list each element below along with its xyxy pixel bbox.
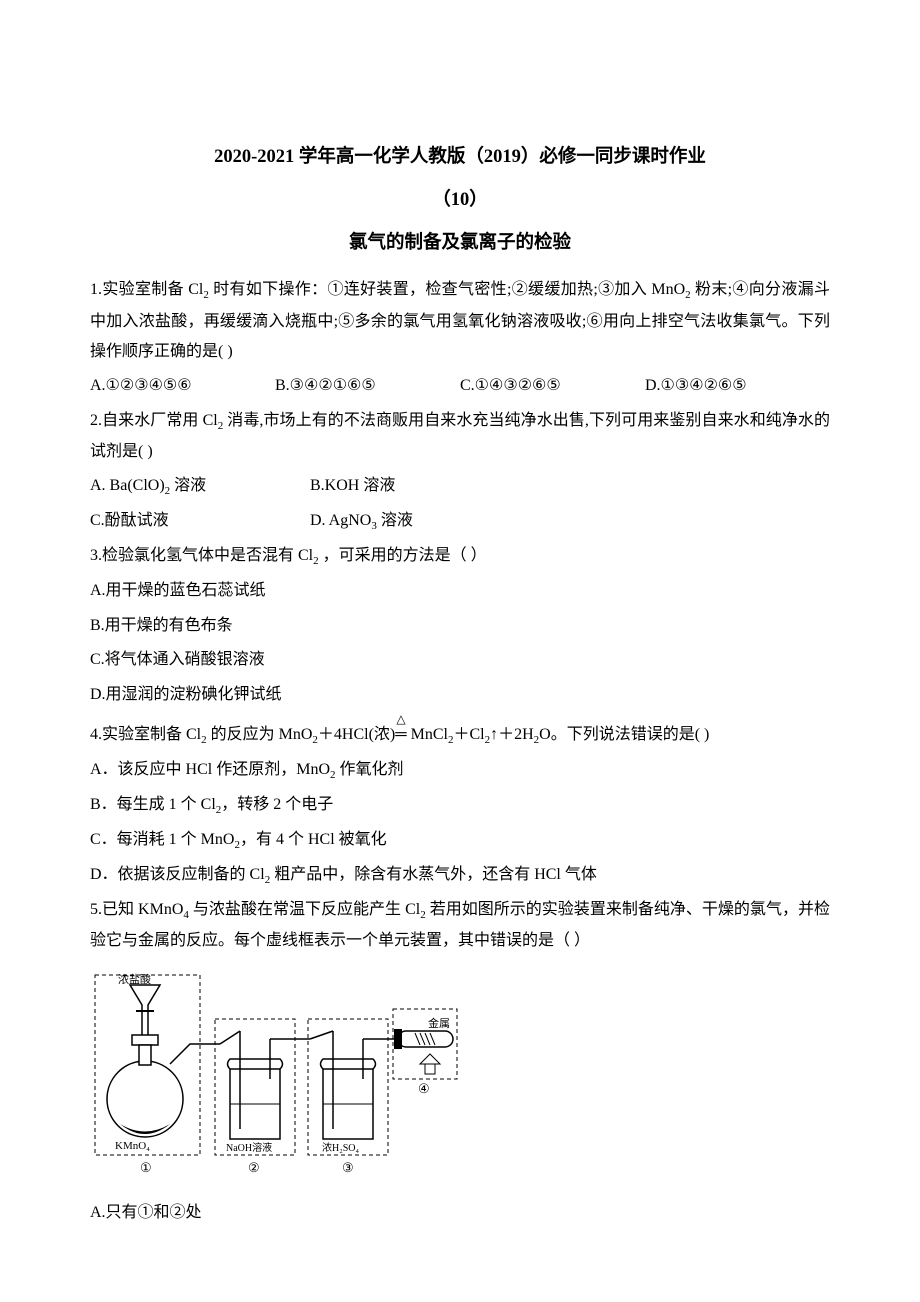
question-4: 4.实验室制备 Cl2 的反应为 MnO2＋4HCl(浓)△═ MnCl2＋Cl…	[90, 720, 830, 751]
q4-opt-a-1: A．该反应中 HCl 作还原剂，MnO	[90, 761, 330, 778]
q1-options: A.①②③④⑤⑥ B.③④②①⑥⑤ C.①④③②⑥⑤ D.①③④②⑥⑤	[90, 371, 830, 401]
q3-opt-b: B.用干燥的有色布条	[90, 611, 830, 641]
q2-opt-a: A. Ba(ClO)2 溶液	[90, 471, 310, 502]
label-kmno4: KMnO₄	[115, 1140, 150, 1152]
q1-stem-2: 时有如下操作：①连好装置，检查气密性;②缓缓加热;③加入 MnO	[209, 281, 685, 298]
q1-opt-a: A.①②③④⑤⑥	[90, 371, 275, 401]
q4-opt-b-1: B．每生成 1 个 Cl	[90, 796, 216, 813]
q4-opt-b-2: ，转移 2 个电子	[221, 796, 333, 813]
q3-stem-1: 3.检验氯化氢气体中是否混有 Cl	[90, 547, 313, 564]
q2-opt-c: C.酚酞试液	[90, 506, 310, 537]
q4-opt-c: C．每消耗 1 个 MnO2，有 4 个 HCl 被氧化	[90, 825, 830, 856]
page-subtitle: （10）	[90, 183, 830, 218]
q4-stem-7: O。下列说法错误的是( )	[539, 726, 709, 743]
label-naoh: NaOH溶液	[226, 1141, 272, 1154]
q1-opt-c: C.①④③②⑥⑤	[460, 371, 645, 401]
q5-stem-2: 与浓盐酸在常温下反应能产生 Cl	[189, 901, 420, 918]
q4-opt-d-1: D．依据该反应制备的 Cl	[90, 866, 265, 883]
q2-options-row2: C.酚酞试液 D. AgNO3 溶液	[90, 506, 830, 537]
label-metal: 金属	[428, 1016, 450, 1030]
q4-opt-d: D．依据该反应制备的 Cl2 粗产品中，除含有水蒸气外，还含有 HCl 气体	[90, 860, 830, 891]
q4-stem-4: MnCl	[407, 726, 448, 743]
q2-opt-d-1: D. AgNO	[310, 512, 371, 529]
q1-opt-b: B.③④②①⑥⑤	[275, 371, 460, 401]
question-3: 3.检验氯化氢气体中是否混有 Cl2 ，可采用的方法是（ ）	[90, 541, 830, 572]
q4-stem-3: ＋4HCl(浓)	[318, 726, 395, 743]
q2-stem-1: 2.自来水厂常用 Cl	[90, 412, 218, 429]
page-title: 2020-2021 学年高一化学人教版（2019）必修一同步课时作业	[90, 140, 830, 175]
q4-opt-c-1: C．每消耗 1 个 MnO	[90, 831, 234, 848]
q4-stem-2: 的反应为 MnO	[207, 726, 313, 743]
q2-opt-b: B.KOH 溶液	[310, 471, 395, 502]
question-1: 1.实验室制备 Cl2 时有如下操作：①连好装置，检查气密性;②缓缓加热;③加入…	[90, 275, 830, 367]
label-num3: ③	[342, 1160, 354, 1175]
q4-opt-d-2: 粗产品中，除含有水蒸气外，还含有 HCl 气体	[270, 866, 597, 883]
q2-options-row1: A. Ba(ClO)2 溶液 B.KOH 溶液	[90, 471, 830, 502]
equals-triangle: △═	[395, 720, 406, 750]
label-num2: ②	[248, 1160, 260, 1175]
q3-opt-c: C.将气体通入硝酸银溶液	[90, 645, 830, 675]
question-5: 5.已知 KMnO4 与浓盐酸在常温下反应能产生 Cl2 若用如图所示的实验装置…	[90, 895, 830, 956]
label-num1: ①	[140, 1160, 152, 1175]
q4-stem-1: 4.实验室制备 Cl	[90, 726, 201, 743]
q4-opt-b: B．每生成 1 个 Cl2，转移 2 个电子	[90, 790, 830, 821]
q4-stem-5: ＋Cl	[453, 726, 484, 743]
q2-opt-a-1: A. Ba(ClO)	[90, 477, 165, 494]
q1-opt-d: D.①③④②⑥⑤	[645, 371, 830, 401]
q5-stem-1: 5.已知 KMnO	[90, 901, 183, 918]
label-hcl: 浓盐酸	[118, 972, 151, 986]
q4-stem-6: ↑＋2H	[490, 726, 534, 743]
label-num4: ④	[418, 1081, 430, 1096]
q2-opt-a-2: 溶液	[170, 477, 206, 494]
q2-opt-d-2: 溶液	[377, 512, 413, 529]
q3-opt-a: A.用干燥的蓝色石蕊试纸	[90, 576, 830, 606]
q3-opt-d: D.用湿润的淀粉碘化钾试纸	[90, 680, 830, 710]
q4-opt-a-2: 作氧化剂	[336, 761, 404, 778]
q2-opt-d: D. AgNO3 溶液	[310, 506, 413, 537]
q3-stem-2: ，可采用的方法是（ ）	[319, 547, 487, 564]
question-2: 2.自来水厂常用 Cl2 消毒,市场上有的不法商贩用自来水充当纯净水出售,下列可…	[90, 406, 830, 467]
q1-stem-1: 1.实验室制备 Cl	[90, 281, 203, 298]
apparatus-diagram: 浓盐酸 KMnO₄ ① NaOH溶液 ② 浓H₂SO₄ ③ 金属 ④	[90, 969, 460, 1179]
label-h2so4: 浓H₂SO₄	[322, 1142, 359, 1154]
q4-opt-c-2: ，有 4 个 HCl 被氧化	[240, 831, 387, 848]
q4-opt-a: A．该反应中 HCl 作还原剂，MnO2 作氧化剂	[90, 755, 830, 786]
q5-opt-a: A.只有①和②处	[90, 1198, 830, 1228]
section-title: 氯气的制备及氯离子的检验	[90, 226, 830, 261]
